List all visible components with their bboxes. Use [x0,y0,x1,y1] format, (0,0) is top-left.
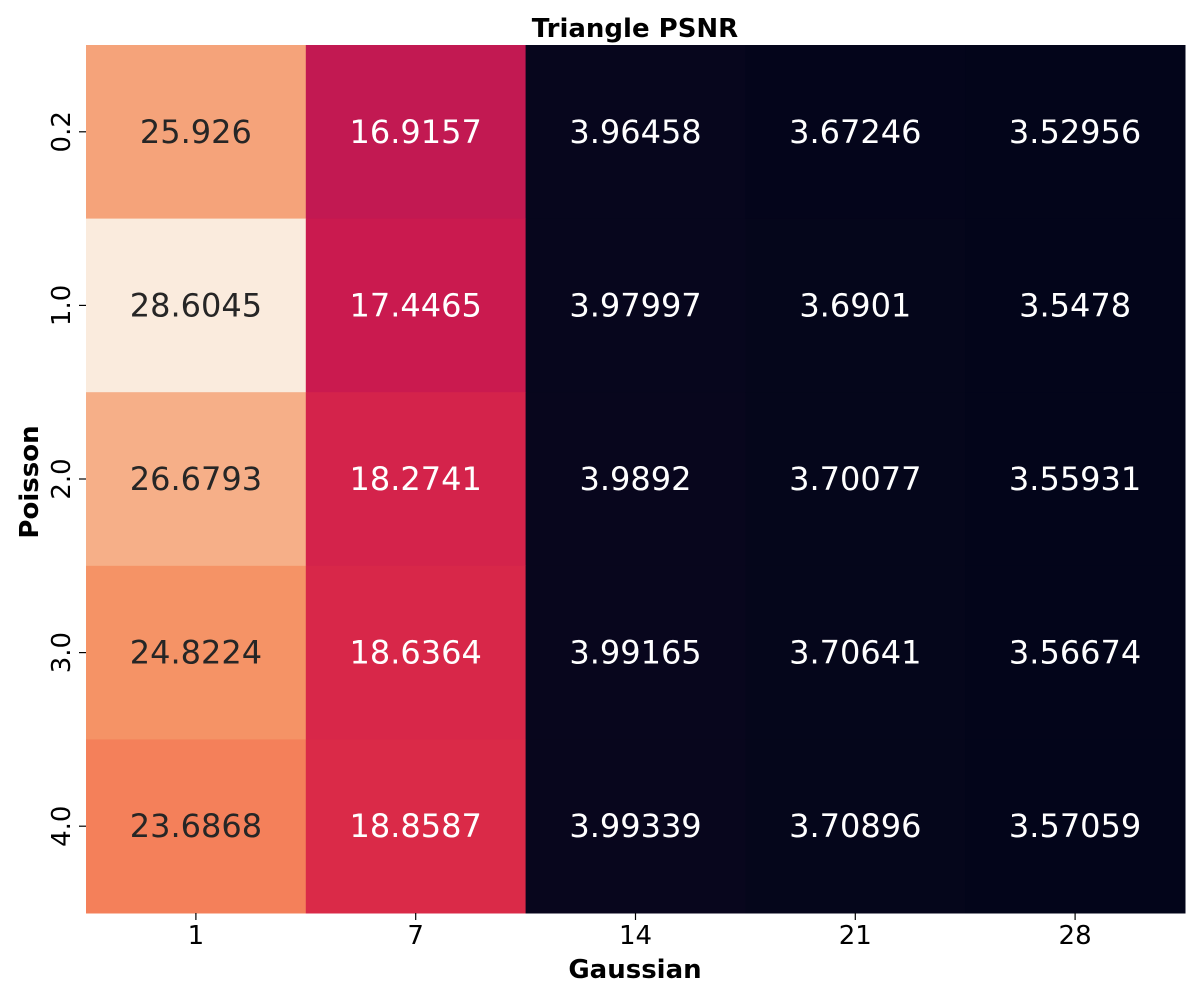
heatmap-cell-label-r3-c4: 3.56674 [1009,634,1141,672]
heatmap-cell-label-r1-c1: 17.4465 [350,286,482,324]
heatmap-cell-r3-c1 [305,565,527,740]
heatmap-cell-label-r4-c3: 3.70896 [789,807,921,845]
y-tick-label-3: 3.0 [47,632,77,673]
heatmap-cell-label-r4-c2: 3.99339 [569,807,701,845]
heatmap-cell-label-r3-c2: 3.99165 [569,634,701,672]
heatmap-cell-label-r3-c3: 3.70641 [789,634,921,672]
heatmap-cell-r1-c0 [86,218,307,393]
heatmap-cell-r2-c3 [745,392,966,567]
heatmap-cell-label-r2-c4: 3.55931 [1009,460,1141,498]
x-tick-label-2: 14 [619,921,652,951]
chart-title: Triangle PSNR [532,14,738,44]
heatmap-cell-r2-c4 [965,392,1186,567]
heatmap-cell-r2-c0 [86,392,307,567]
x-axis-label: Gaussian [568,955,701,985]
heatmap-cell-r2-c1 [305,392,527,567]
y-tick-label-0: 0.2 [47,111,77,152]
heatmap-cell-label-r2-c2: 3.9892 [580,460,692,498]
heatmap-cell-r3-c0 [86,565,307,740]
x-axis-ticks: 1 7 14 21 28 [188,913,1092,951]
x-tick-label-0: 1 [188,921,205,951]
x-tick-label-3: 21 [839,921,872,951]
heatmap-cell-label-r2-c0: 26.6793 [130,460,262,498]
x-tick-label-1: 7 [407,921,424,951]
y-tick-label-4: 4.0 [47,806,77,847]
heatmap-cell-r2-c2 [525,392,746,567]
heatmap-cell-r4-c3 [745,739,966,914]
heatmap-cell-label-r3-c0: 24.8224 [130,634,262,672]
heatmap-cell-r4-c4 [965,739,1186,914]
y-axis-label: Poisson [15,425,45,538]
heatmap-cell-label-r2-c3: 3.70077 [789,460,921,498]
heatmap-cell-label-r1-c4: 3.5478 [1019,286,1131,324]
heatmap-cell-r3-c2 [525,565,746,740]
heatmap-cell-r4-c0 [86,739,307,914]
heatmap-cell-label-r0-c0: 25.926 [140,113,252,151]
heatmap-cell-r1-c3 [745,218,966,393]
heatmap-cell-label-r1-c2: 3.97997 [569,286,701,324]
heatmap-cell-r1-c2 [525,218,746,393]
heatmap-cell-r0-c0 [86,45,307,220]
heatmap-cell-label-r1-c0: 28.6045 [130,286,262,324]
y-tick-label-2: 2.0 [47,458,77,499]
heatmap-cell-label-r4-c4: 3.57059 [1009,807,1141,845]
heatmap-cell-r0-c1 [305,45,527,220]
heatmap-cell-label-r3-c1: 18.6364 [350,634,482,672]
heatmap-cell-label-r2-c1: 18.2741 [350,460,482,498]
heatmap-cell-r3-c3 [745,565,966,740]
y-axis-ticks: 0.2 1.0 2.0 3.0 4.0 [47,111,86,847]
heatmap-cell-r0-c3 [745,45,966,220]
heatmap-cell-label-r0-c2: 3.96458 [569,113,701,151]
heatmap-cells [86,45,1186,914]
heatmap-cell-r0-c4 [965,45,1186,220]
heatmap-cell-label-r4-c0: 23.6868 [130,807,262,845]
heatmap-cell-label-r4-c1: 18.8587 [350,807,482,845]
heatmap-cell-r3-c4 [965,565,1186,740]
heatmap-cell-r1-c1 [305,218,527,393]
heatmap-cell-r1-c4 [965,218,1186,393]
heatmap-cell-label-r1-c3: 3.6901 [799,286,911,324]
heatmap-cell-label-r0-c4: 3.52956 [1009,113,1141,151]
heatmap-cell-labels: 25.926 16.9157 3.96458 3.67246 3.52956 28.604… [130,113,1142,845]
heatmap-cell-label-r0-c1: 16.9157 [350,113,482,151]
heatmap-cell-label-r0-c3: 3.67246 [789,113,921,151]
heatmap-cell-r4-c2 [525,739,746,914]
heatmap-cell-r0-c2 [525,45,746,220]
x-tick-label-4: 28 [1059,921,1092,951]
y-tick-label-1: 1.0 [47,285,77,326]
heatmap-cell-r4-c1 [305,739,527,914]
